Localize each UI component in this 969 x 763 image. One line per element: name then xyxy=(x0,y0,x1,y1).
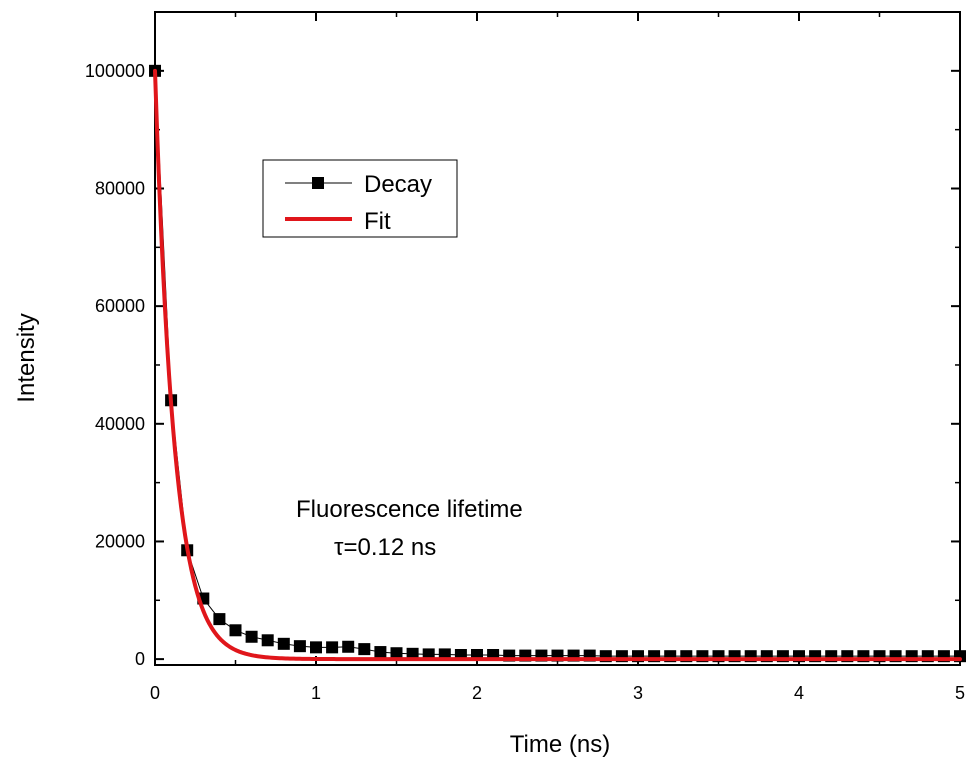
decay-point xyxy=(213,613,226,626)
y-tick-label: 100000 xyxy=(85,61,145,81)
x-axis-label: Time (ns) xyxy=(510,731,610,758)
y-tick-label: 80000 xyxy=(95,178,145,198)
decay-connector-line xyxy=(154,70,960,657)
decay-point xyxy=(277,637,290,650)
annotation-tau: τ=0.12 ns xyxy=(334,534,436,561)
decay-series xyxy=(149,64,966,663)
legend-decay-label: Decay xyxy=(364,171,432,198)
y-tick-label: 60000 xyxy=(95,296,145,316)
decay-point xyxy=(293,640,306,653)
legend: Decay Fit xyxy=(262,159,458,238)
plot-frame xyxy=(154,11,961,666)
decay-point xyxy=(406,647,419,660)
x-tick-label: 5 xyxy=(955,683,965,703)
x-tick-label: 0 xyxy=(150,683,160,703)
x-tick-label: 3 xyxy=(633,683,643,703)
legend-decay-marker xyxy=(312,177,324,189)
decay-point xyxy=(374,646,387,659)
x-tick-label: 2 xyxy=(472,683,482,703)
decay-point xyxy=(261,634,274,647)
legend-fit-label: Fit xyxy=(364,208,391,235)
decay-point xyxy=(342,640,355,653)
decay-point xyxy=(358,643,371,656)
decay-point xyxy=(310,641,322,654)
y-axis-label: Intensity xyxy=(13,313,40,402)
annotation-title: Fluorescence lifetime xyxy=(296,496,523,523)
y-tick-label: 0 xyxy=(135,649,145,669)
decay-point xyxy=(245,630,258,643)
decay-point xyxy=(326,641,339,654)
y-tick-label: 40000 xyxy=(95,414,145,434)
x-tick-label: 4 xyxy=(794,683,804,703)
fit-line xyxy=(153,68,962,662)
decay-point xyxy=(229,624,242,637)
x-tick-label: 1 xyxy=(311,683,321,703)
decay-point xyxy=(390,647,403,660)
x-axis-ticks: 0 1 2 3 4 5 xyxy=(150,12,965,703)
y-tick-label: 20000 xyxy=(95,531,145,551)
legend-box xyxy=(262,159,458,238)
y-axis-ticks: 0 20000 40000 60000 80000 100000 xyxy=(85,61,960,669)
